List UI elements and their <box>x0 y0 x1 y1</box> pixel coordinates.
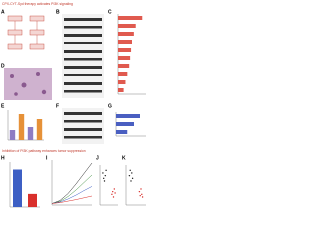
panel-letter: A <box>1 9 5 15</box>
dot <box>131 172 133 174</box>
line <box>51 186 93 204</box>
western-blot <box>62 108 104 144</box>
bar <box>118 72 128 76</box>
dot <box>103 180 106 182</box>
dot <box>128 174 131 177</box>
dot <box>112 190 114 193</box>
bar <box>116 114 140 118</box>
histology-image <box>4 68 52 100</box>
dot <box>139 194 141 197</box>
panel-letter: I <box>46 155 48 161</box>
dot <box>112 196 115 198</box>
panel-letter: E <box>1 103 5 109</box>
bar <box>116 130 128 134</box>
dot <box>130 180 132 182</box>
bar <box>118 80 126 84</box>
bar <box>118 56 131 60</box>
figure-title: CPX-CYT-Syd therapy activates PI3K signa… <box>2 2 73 6</box>
panel-letter: J <box>96 155 99 161</box>
line <box>51 174 93 204</box>
line <box>51 162 93 204</box>
dot <box>105 169 107 172</box>
dot <box>141 196 144 198</box>
panel-letter: G <box>108 103 112 109</box>
bar <box>118 64 130 68</box>
dot <box>102 172 104 174</box>
bar <box>36 119 43 140</box>
bar <box>9 130 16 140</box>
panel-letter: B <box>56 9 60 15</box>
dot <box>129 169 131 172</box>
dot <box>140 188 142 190</box>
bar <box>116 122 134 126</box>
bar <box>118 24 136 28</box>
dot <box>138 190 141 193</box>
bar <box>118 16 143 20</box>
bar <box>27 127 34 140</box>
bar <box>118 48 132 52</box>
dot <box>103 177 105 180</box>
pathway-diagram <box>7 15 45 50</box>
line <box>51 195 93 204</box>
bar <box>118 88 124 92</box>
bar <box>118 40 132 44</box>
panel-letter: C <box>108 9 112 15</box>
dot <box>113 188 116 190</box>
page: CPX-CYT-Syd therapy activates PI3K signa… <box>1 1 146 208</box>
panel-letter: D <box>1 63 5 69</box>
panel-letter: F <box>56 103 59 109</box>
bar <box>18 114 25 140</box>
figure: CPX-CYT-Syd therapy activates PI3K signa… <box>1 2 146 208</box>
dot <box>104 174 107 177</box>
dot <box>111 193 113 196</box>
western-blot <box>62 14 104 98</box>
bar <box>28 193 37 207</box>
dot <box>131 177 134 180</box>
dot <box>114 192 116 194</box>
panel-letter: H <box>1 155 5 161</box>
section-title: Inhibition of PI3K pathway enhances tumo… <box>2 149 86 153</box>
bar <box>118 32 134 36</box>
panel-letter: K <box>122 155 126 161</box>
dot <box>141 193 143 196</box>
bar <box>13 169 22 207</box>
